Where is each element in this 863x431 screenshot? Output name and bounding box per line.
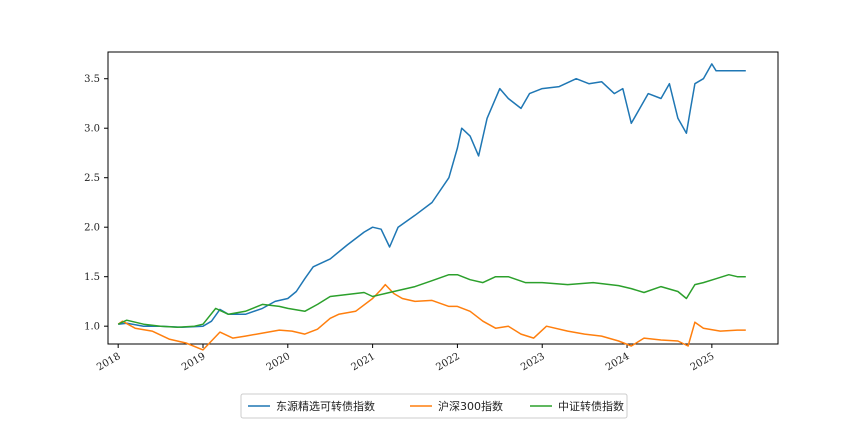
series-line-3 <box>117 273 746 328</box>
x-tick-label: 2022 <box>434 351 462 373</box>
x-tick-label: 2025 <box>689 351 717 373</box>
x-tick-label: 2021 <box>350 351 378 373</box>
x-tick-label: 2024 <box>604 351 632 373</box>
y-tick-label: 3.0 <box>84 124 100 135</box>
legend: 东源精选可转债指数 沪深300指数 中证转债指数 <box>240 393 628 419</box>
legend-label: 中证转债指数 <box>558 399 624 413</box>
x-tick-label: 2018 <box>95 351 123 373</box>
y-tick-label: 1.0 <box>84 322 100 333</box>
y-tick-label: 3.5 <box>84 74 100 85</box>
x-tick-label: 2020 <box>265 351 293 373</box>
legend-box <box>240 393 628 419</box>
y-tick-label: 2.0 <box>84 223 100 234</box>
series-line-1 <box>118 63 746 328</box>
y-tick-label: 1.5 <box>84 272 100 283</box>
legend-label: 沪深300指数 <box>438 399 503 413</box>
series-lines <box>117 63 746 351</box>
plot-frame <box>107 51 779 345</box>
axis-ticks: 1.0 1.5 2.0 2.5 3.0 3.5 2018 2019 2020 2021 2022 20… <box>84 74 716 373</box>
y-tick-label: 2.5 <box>84 173 100 184</box>
series-line-2 <box>117 283 746 351</box>
x-tick-label: 2023 <box>519 351 547 373</box>
x-tick-label: 2019 <box>180 351 208 373</box>
legend-label: 东源精选可转债指数 <box>276 399 375 413</box>
